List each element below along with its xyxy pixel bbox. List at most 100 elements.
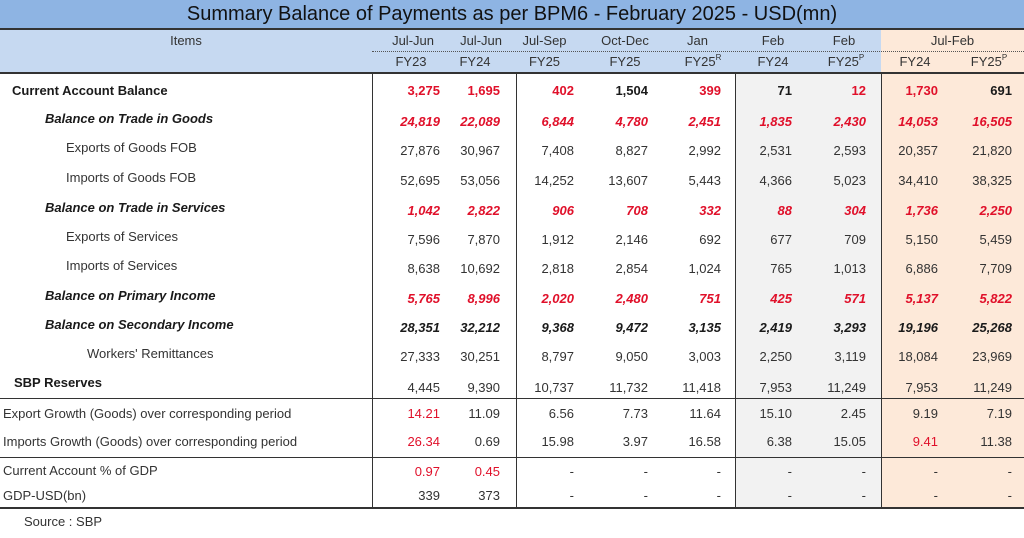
cell: 14.21 (407, 406, 440, 421)
table-row: Current Account Balance 3,275 1,695 402 … (0, 76, 1024, 105)
cell: 7.19 (986, 406, 1012, 421)
col5-period: Jan (687, 33, 708, 48)
cell: 11.64 (689, 406, 721, 421)
cell: 0.97 (414, 464, 440, 479)
table-row: Imports Growth (Goods) over correspondin… (0, 428, 1024, 457)
cell: 71 (777, 83, 792, 98)
cell: 88 (777, 203, 792, 218)
cell: 15.05 (833, 434, 866, 449)
cell: 3.97 (622, 434, 648, 449)
cell: - (861, 488, 866, 503)
cell: 1,013 (833, 261, 866, 276)
divider (372, 74, 373, 508)
cell: - (569, 464, 574, 479)
cell: 38,325 (972, 173, 1012, 188)
cell: 5,137 (905, 291, 938, 306)
cell: 11.09 (468, 406, 500, 421)
provisional-sup: P (858, 53, 865, 62)
table-row: Exports of Services 7,596 7,870 1,912 2,… (0, 223, 1024, 252)
cell: 7,408 (541, 143, 574, 158)
cell: 11,249 (973, 380, 1012, 395)
cell: 399 (699, 83, 721, 98)
table-row: Current Account % of GDP 0.97 0.45 - - -… (0, 459, 1024, 483)
cell: 7,870 (467, 232, 500, 247)
cell: 1,912 (541, 232, 574, 247)
divider (735, 74, 736, 508)
cell: 1,024 (688, 261, 721, 276)
table-row: Balance on Trade in Goods 24,819 22,089 … (0, 105, 1024, 134)
cell: 7,596 (407, 232, 440, 247)
source-note: Source : SBP (24, 514, 103, 529)
cell: 765 (770, 261, 792, 276)
cell: 332 (699, 203, 721, 218)
divider (516, 74, 517, 508)
cell: 425 (770, 291, 792, 306)
col3-year: FY25 (528, 54, 561, 69)
row-label: Balance on Primary Income (45, 288, 216, 303)
table-row: Export Growth (Goods) over corresponding… (0, 400, 1024, 429)
cell: - (643, 464, 648, 479)
cell: 9.19 (912, 406, 938, 421)
cell: 8,827 (615, 143, 648, 158)
cell: 3,293 (833, 320, 866, 335)
cell: 13,607 (608, 173, 648, 188)
col3-period: Jul-Sep (522, 33, 567, 48)
cell: - (716, 464, 721, 479)
cell: 0.45 (474, 464, 500, 479)
cell: 906 (552, 203, 574, 218)
cell: 6,844 (541, 114, 574, 129)
col2-period: Jul-Jun (460, 33, 502, 48)
cell: 12 (851, 83, 866, 98)
col9-year: FY25P (955, 53, 1023, 69)
cell: 53,056 (460, 173, 500, 188)
row-label: Imports Growth (Goods) over correspondin… (3, 434, 298, 449)
table-row: GDP-USD(bn) 339 373 - - - - - - - (0, 483, 1024, 507)
col5-year: FY25R (672, 53, 734, 69)
cell: 692 (699, 232, 721, 247)
table-row: Balance on Secondary Income 28,351 32,21… (0, 311, 1024, 340)
cell: - (787, 488, 792, 503)
feb-columns-bg (735, 74, 881, 508)
cell: 5,023 (833, 173, 866, 188)
col4-year: FY25 (609, 54, 641, 69)
col7-period: Feb (832, 33, 856, 48)
provisional-sup: P (1001, 53, 1008, 62)
cell: 1,736 (905, 203, 938, 218)
cell: 27,876 (400, 143, 440, 158)
row-label: Balance on Trade in Services (45, 200, 226, 215)
cell: 2,250 (979, 203, 1012, 218)
cell: 339 (418, 488, 440, 503)
cell: 402 (552, 83, 574, 98)
row-label: Workers' Remittances (87, 346, 214, 361)
cell: 5,822 (979, 291, 1012, 306)
cell: 34,410 (898, 173, 938, 188)
cell: 3,275 (407, 83, 440, 98)
cell: 2,531 (759, 143, 792, 158)
cell: 2,250 (759, 349, 792, 364)
cell: 2,818 (541, 261, 574, 276)
cell: 9,390 (467, 380, 500, 395)
col8-year: FY24 (899, 54, 931, 69)
cell: 9,368 (541, 320, 574, 335)
cell: - (861, 464, 866, 479)
cell: 3,135 (688, 320, 721, 335)
col6-year: FY24 (757, 54, 789, 69)
cell: 6,886 (905, 261, 938, 276)
cell: 0.69 (474, 434, 500, 449)
col4-period: Oct-Dec (601, 33, 649, 48)
cell: 2,854 (615, 261, 648, 276)
row-label: Exports of Services (66, 229, 178, 244)
divider (0, 507, 1024, 509)
cell: 15.98 (541, 434, 574, 449)
table-row: Imports of Services 8,638 10,692 2,818 2… (0, 252, 1024, 281)
cell: 2,480 (615, 291, 648, 306)
row-label: Current Account % of GDP (3, 463, 158, 478)
cell: 32,212 (460, 320, 500, 335)
cell: - (716, 488, 721, 503)
table-row: Balance on Primary Income 5,765 8,996 2,… (0, 282, 1024, 311)
cell: 5,765 (407, 291, 440, 306)
cell: 30,967 (460, 143, 500, 158)
cell: - (1007, 464, 1012, 479)
cell: 22,089 (460, 114, 500, 129)
cell: 21,820 (972, 143, 1012, 158)
